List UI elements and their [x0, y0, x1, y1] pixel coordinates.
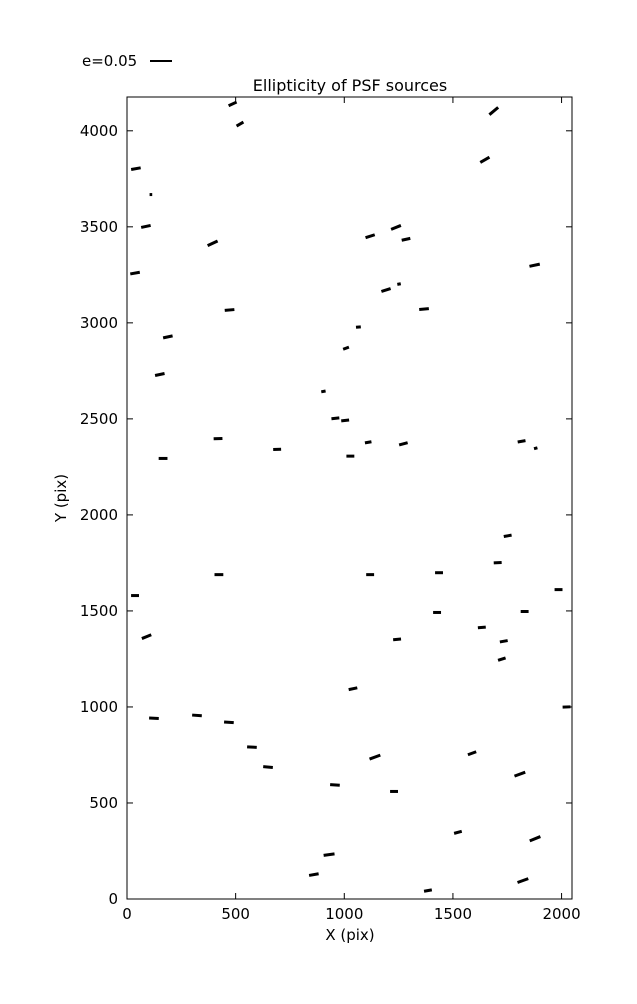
x-tick-label: 0	[122, 905, 132, 923]
axes-layer: 0 500 1000 1500 2000 0 500 1000 1500 2000 2500 3000…	[80, 97, 581, 923]
y-axis-label: Y (pix)	[52, 474, 70, 523]
whisker	[349, 688, 358, 690]
whisker	[192, 715, 202, 716]
whisker	[489, 107, 498, 114]
x-tick-label: 500	[221, 905, 250, 923]
whisker	[155, 374, 164, 376]
whisker	[468, 752, 476, 755]
whisker	[514, 772, 525, 776]
plot-title: Ellipticity of PSF sources	[253, 76, 447, 95]
whisker	[498, 658, 506, 660]
x-axis-label: X (pix)	[325, 926, 374, 944]
whisker	[208, 241, 218, 246]
whisker	[331, 418, 339, 419]
whisker	[263, 767, 273, 768]
whisker	[330, 785, 340, 786]
whisker	[343, 347, 349, 349]
whisker	[141, 225, 150, 227]
whisker	[399, 443, 408, 445]
x-tick-label: 2000	[542, 905, 580, 923]
x-tick-label: 1500	[434, 905, 472, 923]
whisker	[419, 309, 429, 310]
y-tick-label: 2500	[80, 410, 118, 428]
legend-label: e=0.05	[82, 52, 137, 70]
whisker	[397, 284, 400, 285]
whisker-layer	[130, 102, 570, 891]
y-tick-label: 1000	[80, 698, 118, 716]
axes-frame	[127, 97, 572, 899]
whisker	[518, 441, 526, 442]
whisker	[518, 879, 529, 883]
whisker	[529, 264, 539, 266]
whisker	[534, 448, 537, 449]
whisker	[130, 272, 140, 274]
whisker	[237, 122, 244, 126]
y-tick-label: 1500	[80, 602, 118, 620]
whisker	[393, 639, 401, 640]
whisker	[454, 831, 462, 833]
whisker	[480, 157, 489, 162]
x-tick-label: 1000	[325, 905, 363, 923]
y-tick-label: 500	[89, 794, 118, 812]
whisker	[321, 391, 325, 392]
whisker	[500, 641, 508, 642]
whisker	[309, 874, 319, 876]
whisker	[324, 854, 335, 856]
whisker	[131, 168, 141, 170]
whisker	[341, 420, 349, 421]
whisker	[142, 635, 151, 639]
whisker	[478, 627, 486, 628]
whisker	[402, 238, 411, 240]
whisker	[424, 890, 432, 891]
y-tick-label: 0	[108, 890, 118, 908]
whisker	[381, 289, 390, 292]
whisker	[247, 747, 257, 748]
y-tick-label: 3500	[80, 218, 118, 236]
y-tick-label: 3000	[80, 314, 118, 332]
whisker	[366, 235, 375, 238]
whisker	[229, 102, 237, 106]
whisker	[163, 336, 172, 338]
whisker	[530, 837, 541, 841]
whisker	[504, 535, 512, 536]
whisker	[370, 755, 381, 759]
legend: e=0.05	[82, 52, 172, 70]
whisker	[391, 225, 401, 229]
y-tick-label: 2000	[80, 506, 118, 524]
whisker	[149, 718, 159, 719]
whisker	[225, 310, 235, 311]
whisker	[365, 442, 371, 443]
y-tick-label: 4000	[80, 122, 118, 140]
whisker	[224, 722, 234, 723]
